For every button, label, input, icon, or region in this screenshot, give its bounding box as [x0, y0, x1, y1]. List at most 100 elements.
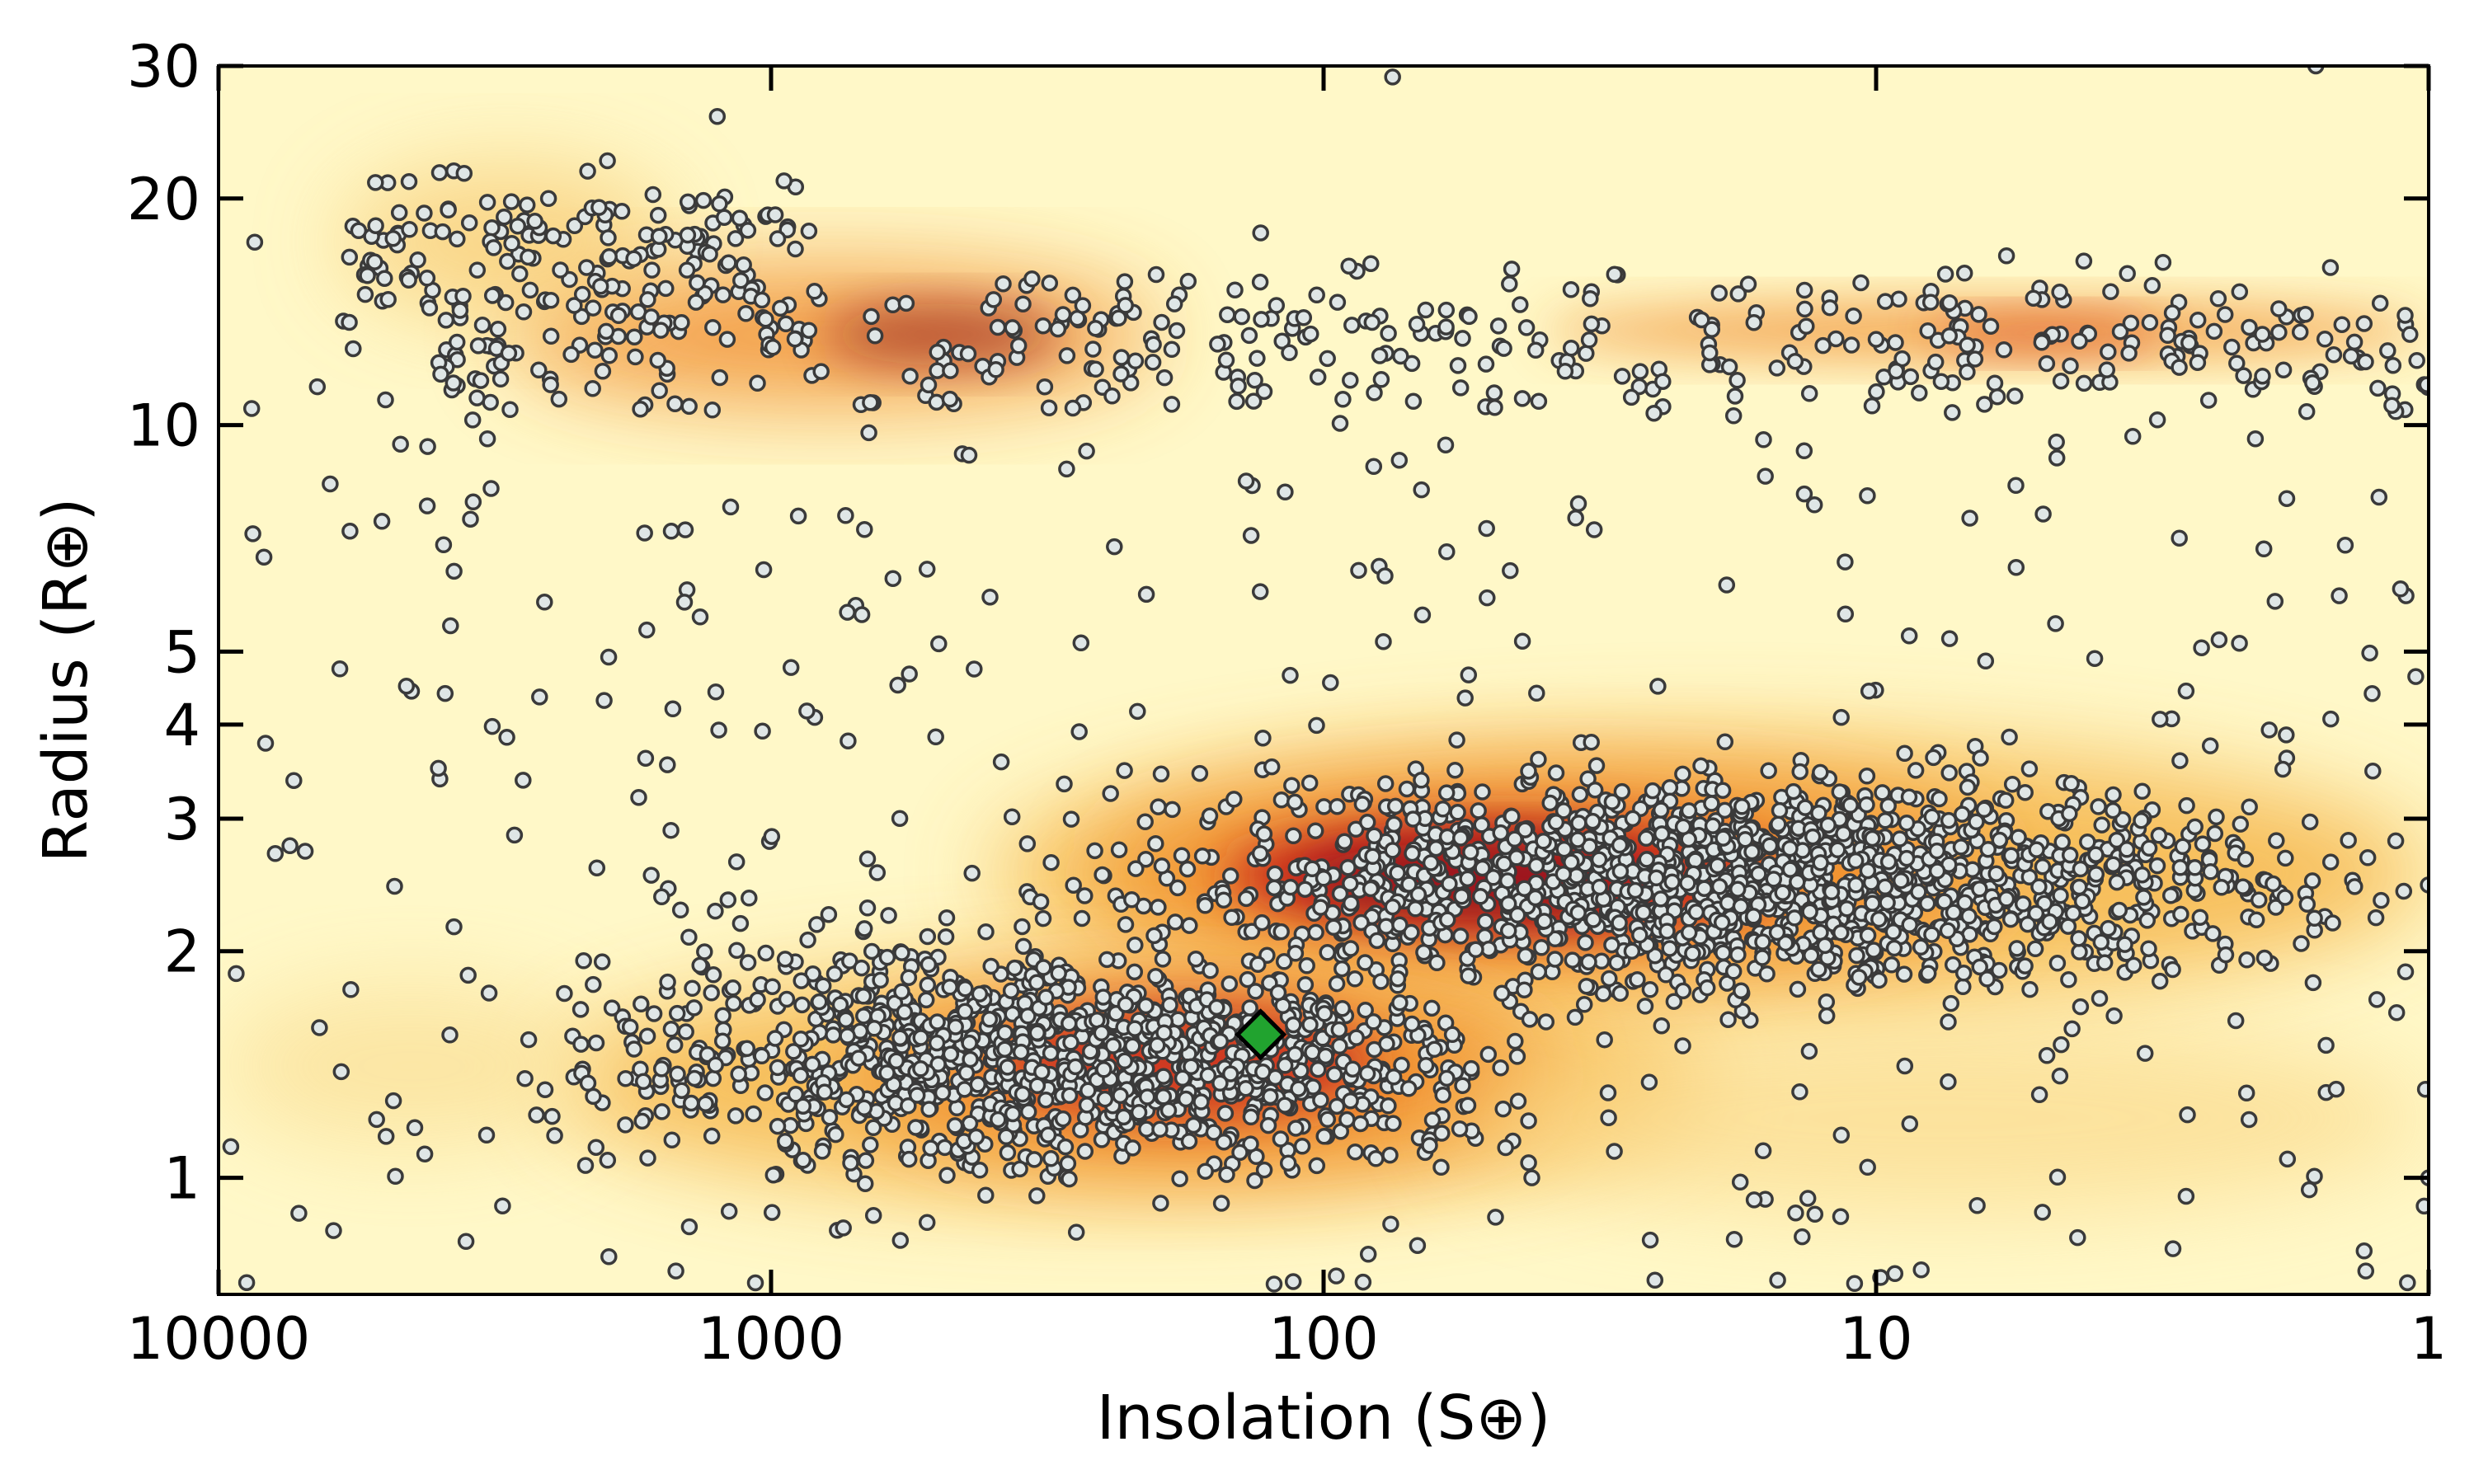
- data-point: [1084, 340, 1102, 358]
- data-point: [2234, 878, 2252, 895]
- data-point: [1296, 976, 1315, 993]
- data-point: [1130, 1104, 1148, 1121]
- data-point: [1123, 890, 1141, 909]
- data-point: [1954, 965, 1973, 982]
- data-point: [1850, 969, 1868, 986]
- data-point: [1583, 315, 1601, 333]
- data-point: [1460, 967, 1477, 984]
- data-point: [1216, 1105, 1235, 1122]
- data-point: [676, 521, 694, 538]
- data-point: [1033, 1063, 1051, 1081]
- data-point: [2346, 878, 2363, 895]
- data-point: [2140, 839, 2158, 857]
- data-point: [1061, 1170, 1078, 1188]
- data-point: [1004, 1105, 1022, 1123]
- data-point: [1072, 634, 1090, 652]
- data-point: [2205, 322, 2223, 340]
- data-point: [853, 959, 870, 977]
- data-point: [600, 248, 618, 265]
- data-point: [2369, 379, 2387, 397]
- data-point: [746, 1274, 764, 1292]
- data-point: [1428, 954, 1446, 972]
- data-point: [1039, 1126, 1057, 1144]
- data-point: [794, 1152, 812, 1169]
- data-point: [2003, 775, 2021, 793]
- data-point: [989, 318, 1007, 336]
- data-point: [1587, 757, 1606, 774]
- data-point: [2138, 912, 2157, 929]
- data-point: [397, 677, 416, 695]
- data-point: [454, 287, 472, 305]
- data-point: [929, 1013, 946, 1031]
- data-point: [1014, 937, 1032, 956]
- data-point: [838, 1091, 855, 1109]
- data-point: [516, 1069, 534, 1087]
- data-point: [1564, 951, 1582, 969]
- data-point: [2387, 1003, 2406, 1021]
- data-point: [922, 1139, 939, 1157]
- data-point: [1050, 965, 1067, 982]
- data-point: [653, 1103, 670, 1120]
- data-point: [2164, 1240, 2182, 1257]
- data-point: [1004, 319, 1021, 336]
- data-point: [482, 480, 500, 497]
- data-point: [1282, 878, 1300, 896]
- data-point: [2098, 361, 2116, 378]
- data-point: [1329, 797, 1346, 815]
- data-point: [562, 345, 580, 364]
- data-point: [806, 283, 823, 300]
- data-point: [1859, 486, 1876, 505]
- data-point: [1585, 521, 1603, 538]
- data-point: [228, 965, 245, 983]
- data-point: [1328, 1097, 1346, 1115]
- data-point: [459, 966, 477, 984]
- data-point: [1272, 1130, 1290, 1148]
- data-point: [599, 1152, 617, 1169]
- data-point: [285, 772, 303, 789]
- data-point: [2171, 859, 2189, 876]
- data-point: [2006, 387, 2024, 405]
- data-point: [1512, 296, 1529, 313]
- data-point: [584, 299, 602, 317]
- data-point: [1863, 397, 1881, 415]
- data-point: [2274, 760, 2292, 778]
- data-point: [1449, 804, 1466, 821]
- data-point: [2079, 833, 2096, 851]
- data-point: [2373, 891, 2390, 909]
- data-point: [1126, 1020, 1144, 1037]
- data-point: [1185, 1116, 1202, 1134]
- data-point: [1315, 1005, 1333, 1022]
- data-point: [1665, 993, 1683, 1010]
- data-point: [1385, 1115, 1402, 1132]
- data-point: [1324, 918, 1343, 937]
- data-point: [673, 313, 690, 331]
- data-point: [367, 217, 384, 234]
- data-point: [2164, 960, 2181, 979]
- data-point: [603, 999, 621, 1017]
- data-point: [820, 905, 838, 923]
- data-point: [430, 759, 447, 777]
- data-point: [1658, 923, 1676, 940]
- data-point: [1211, 1032, 1230, 1050]
- data-point: [1279, 1154, 1297, 1172]
- data-point: [1567, 510, 1584, 527]
- y-tick-label: 5: [163, 618, 200, 686]
- data-point: [1580, 331, 1598, 349]
- data-point: [776, 1132, 794, 1150]
- data-point: [1898, 849, 1916, 867]
- data-point: [1867, 331, 1885, 348]
- data-point: [586, 341, 604, 359]
- data-point: [1246, 1172, 1263, 1190]
- data-point: [1415, 943, 1432, 961]
- data-point: [2026, 940, 2044, 958]
- data-point: [1371, 347, 1389, 364]
- data-point: [912, 1060, 929, 1078]
- data-point: [1400, 876, 1418, 893]
- data-point: [531, 688, 548, 706]
- data-point: [1554, 802, 1573, 819]
- data-point: [1201, 807, 1219, 824]
- data-point: [1112, 1087, 1129, 1105]
- data-point: [741, 890, 758, 907]
- data-point: [1449, 357, 1467, 374]
